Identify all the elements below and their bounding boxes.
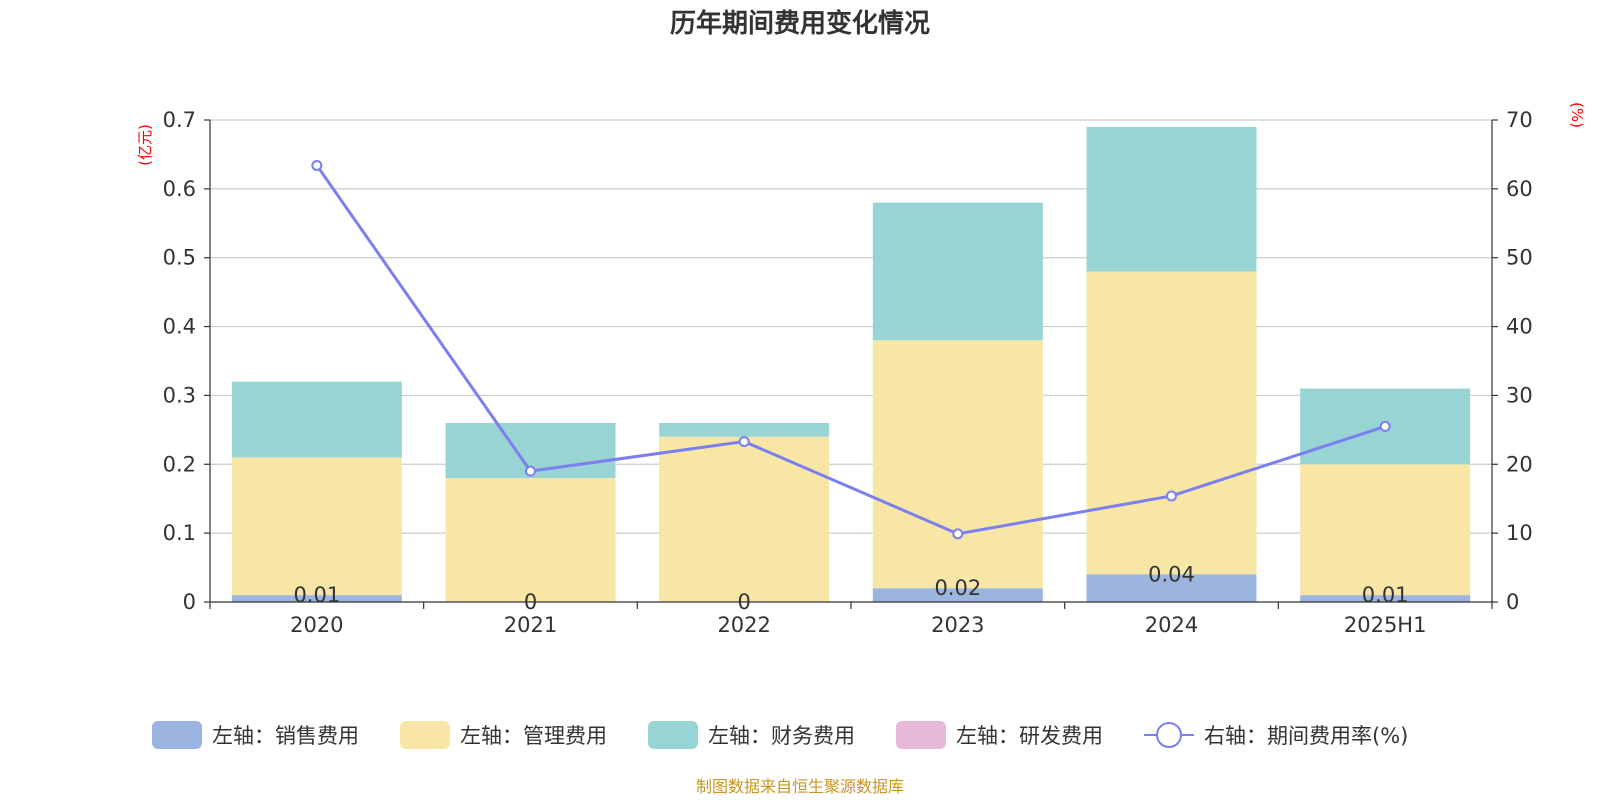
x-tick-label: 2021 <box>504 613 557 637</box>
legend-label: 右轴：期间费用率(%) <box>1204 724 1408 748</box>
left-tick-label: 0.1 <box>163 521 196 545</box>
x-tick-label: 2020 <box>290 613 343 637</box>
right-tick-label: 40 <box>1506 315 1533 339</box>
data-label: 0 <box>524 590 537 614</box>
legend-swatch <box>648 721 698 749</box>
bar-segment <box>1300 464 1471 596</box>
rate-point <box>952 528 964 540</box>
rate-line <box>311 159 1391 540</box>
bar-segment <box>1086 574 1257 602</box>
left-tick-label: 0.6 <box>163 177 196 201</box>
bar-segment <box>231 457 402 596</box>
left-tick-label: 0.5 <box>163 246 196 270</box>
rate-point <box>311 159 323 171</box>
bar-segment <box>1086 271 1257 575</box>
bar-segment <box>872 340 1043 589</box>
data-label: 0.01 <box>293 583 340 607</box>
data-label: 0 <box>737 590 750 614</box>
right-tick-label: 60 <box>1506 177 1533 201</box>
legend-label: 左轴：销售费用 <box>212 724 359 748</box>
legend: 左轴：销售费用 左轴：管理费用 左轴：财务费用 左轴：研发费用 右轴：期间费用率(%) <box>152 721 1408 749</box>
legend-marker-icon <box>1156 722 1182 748</box>
right-axis-unit: (%) <box>1568 102 1586 128</box>
left-tick-label: 0 <box>183 590 196 614</box>
x-tick-label: 2024 <box>1145 613 1198 637</box>
bars <box>231 126 1471 602</box>
right-tick-label: 70 <box>1506 108 1533 132</box>
bar-segment <box>872 588 1043 602</box>
left-tick-label: 0.4 <box>163 315 196 339</box>
right-tick-label: 50 <box>1506 246 1533 270</box>
axes: 0 0 0.1 10 0.2 20 0.3 30 0.4 40 0.5 50 0.6 60 0.7 70 202… <box>163 108 1533 637</box>
rate-line-path <box>315 164 1386 536</box>
data-label: 0.04 <box>1148 562 1195 586</box>
rate-point <box>1166 490 1177 502</box>
legend-label: 左轴：财务费用 <box>708 724 855 748</box>
legend-label: 左轴：管理费用 <box>460 724 607 748</box>
data-labels: 0.01 0 0 0.02 0.04 0.01 <box>293 562 1408 614</box>
right-tick-label: 10 <box>1506 521 1533 545</box>
right-tick-label: 20 <box>1506 452 1533 476</box>
x-tick-label: 2022 <box>717 613 770 637</box>
legend-label: 左轴：研发费用 <box>956 724 1103 748</box>
legend-swatch <box>400 721 450 749</box>
left-tick-label: 0.3 <box>163 383 196 407</box>
bar-segment <box>659 436 830 602</box>
bar-segment <box>659 422 830 437</box>
bar-segment <box>231 381 402 458</box>
data-label: 0.02 <box>934 576 981 600</box>
legend-swatch <box>152 721 202 749</box>
x-tick-label: 2023 <box>931 613 984 637</box>
bar-segment <box>445 478 616 602</box>
right-tick-label: 0 <box>1506 590 1519 614</box>
bar-segment <box>231 595 402 602</box>
left-axis-unit: (亿元) <box>136 124 154 166</box>
grid-lines <box>210 119 1492 534</box>
rate-point <box>1379 420 1391 432</box>
right-tick-label: 30 <box>1506 383 1533 407</box>
data-source: 制图数据来自恒生聚源数据库 <box>696 777 904 796</box>
left-tick-label: 0.2 <box>163 452 196 476</box>
rate-point <box>525 465 536 477</box>
x-tick-label: 2025H1 <box>1344 613 1427 637</box>
rate-point <box>738 436 750 448</box>
chart-title: 历年期间费用变化情况 <box>670 8 930 39</box>
bar-segment <box>872 202 1043 341</box>
bar-segment <box>1300 595 1471 602</box>
legend-swatch <box>896 721 946 749</box>
bar-segment <box>1086 126 1257 272</box>
left-tick-label: 0.7 <box>163 108 196 132</box>
data-label: 0.01 <box>1362 583 1409 607</box>
